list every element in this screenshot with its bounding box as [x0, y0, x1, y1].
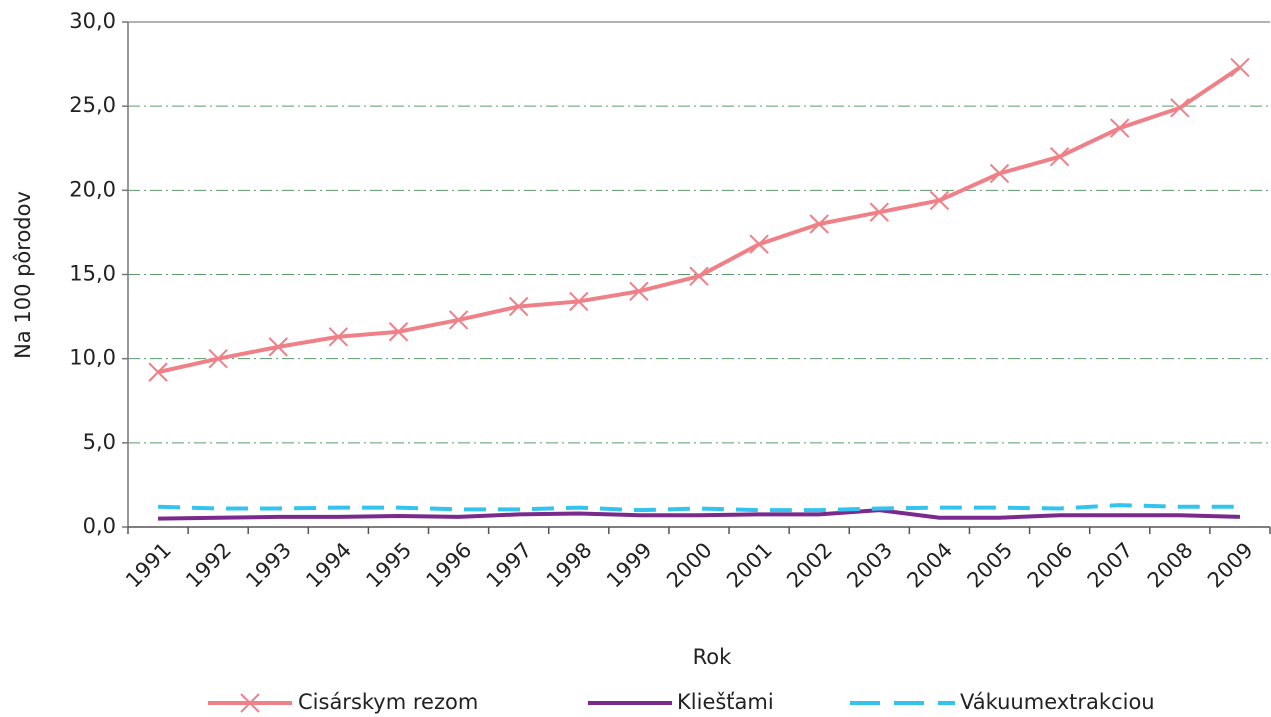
y-tick-label: 20,0: [69, 177, 116, 201]
marker: [689, 266, 709, 286]
series-line: [157, 503, 1240, 513]
y-tick-label: 0,0: [83, 514, 116, 538]
x-tick-label: 2000: [662, 538, 717, 593]
x-tick-label: 1997: [482, 538, 537, 593]
x-tick-label: 2003: [842, 538, 897, 593]
x-tick-label: 1999: [602, 538, 657, 593]
marker: [1049, 146, 1070, 167]
x-tick-label: 1993: [241, 538, 296, 593]
x-tick-label: 1996: [422, 538, 477, 593]
x-tick-label: 1992: [181, 538, 236, 593]
y-tick-label: 5,0: [83, 430, 116, 454]
marker: [629, 281, 649, 302]
x-tick-label: 1991: [121, 538, 176, 593]
marker: [1230, 57, 1250, 78]
series-line: [157, 65, 1242, 375]
x-tick-label: 2005: [963, 538, 1018, 593]
marker: [148, 362, 168, 382]
legend-marker: [240, 693, 260, 713]
marker: [749, 234, 769, 254]
x-tick-label: 2004: [902, 538, 957, 593]
y-tick-label: 15,0: [69, 262, 116, 286]
legend-label: Cisárskym rezom: [298, 690, 478, 714]
legend-label: Kliešťami: [677, 690, 774, 714]
y-axis-label: Na 100 pôrodov: [11, 191, 35, 359]
marker: [1170, 98, 1190, 118]
y-tick-label: 30,0: [69, 9, 116, 33]
marker: [508, 296, 529, 317]
y-tick-label: 25,0: [69, 93, 116, 117]
marker: [1110, 118, 1130, 138]
series-line: [158, 508, 1241, 521]
marker: [929, 190, 950, 211]
x-tick-label: 1994: [301, 538, 356, 593]
marker: [569, 291, 589, 312]
x-tick-label: 1995: [361, 538, 416, 593]
marker: [448, 310, 469, 330]
x-tick-label: 2007: [1083, 538, 1138, 593]
marker: [328, 327, 349, 347]
x-tick-label: 2009: [1203, 538, 1258, 593]
x-tick-label: 2008: [1143, 538, 1198, 593]
x-axis-label: Rok: [693, 645, 732, 669]
x-tick-label: 2006: [1023, 538, 1078, 593]
y-tick-label: 10,0: [69, 346, 116, 370]
marker: [869, 202, 890, 222]
x-tick-label: 2002: [782, 538, 837, 593]
marker: [268, 337, 288, 357]
x-tick-label: 1998: [542, 538, 597, 593]
marker: [208, 348, 228, 369]
x-tick-label: 2001: [722, 538, 777, 593]
legend-label: Vákuumextrakciou: [960, 690, 1155, 714]
marker: [388, 322, 409, 342]
marker: [809, 214, 829, 234]
marker: [989, 163, 1010, 184]
